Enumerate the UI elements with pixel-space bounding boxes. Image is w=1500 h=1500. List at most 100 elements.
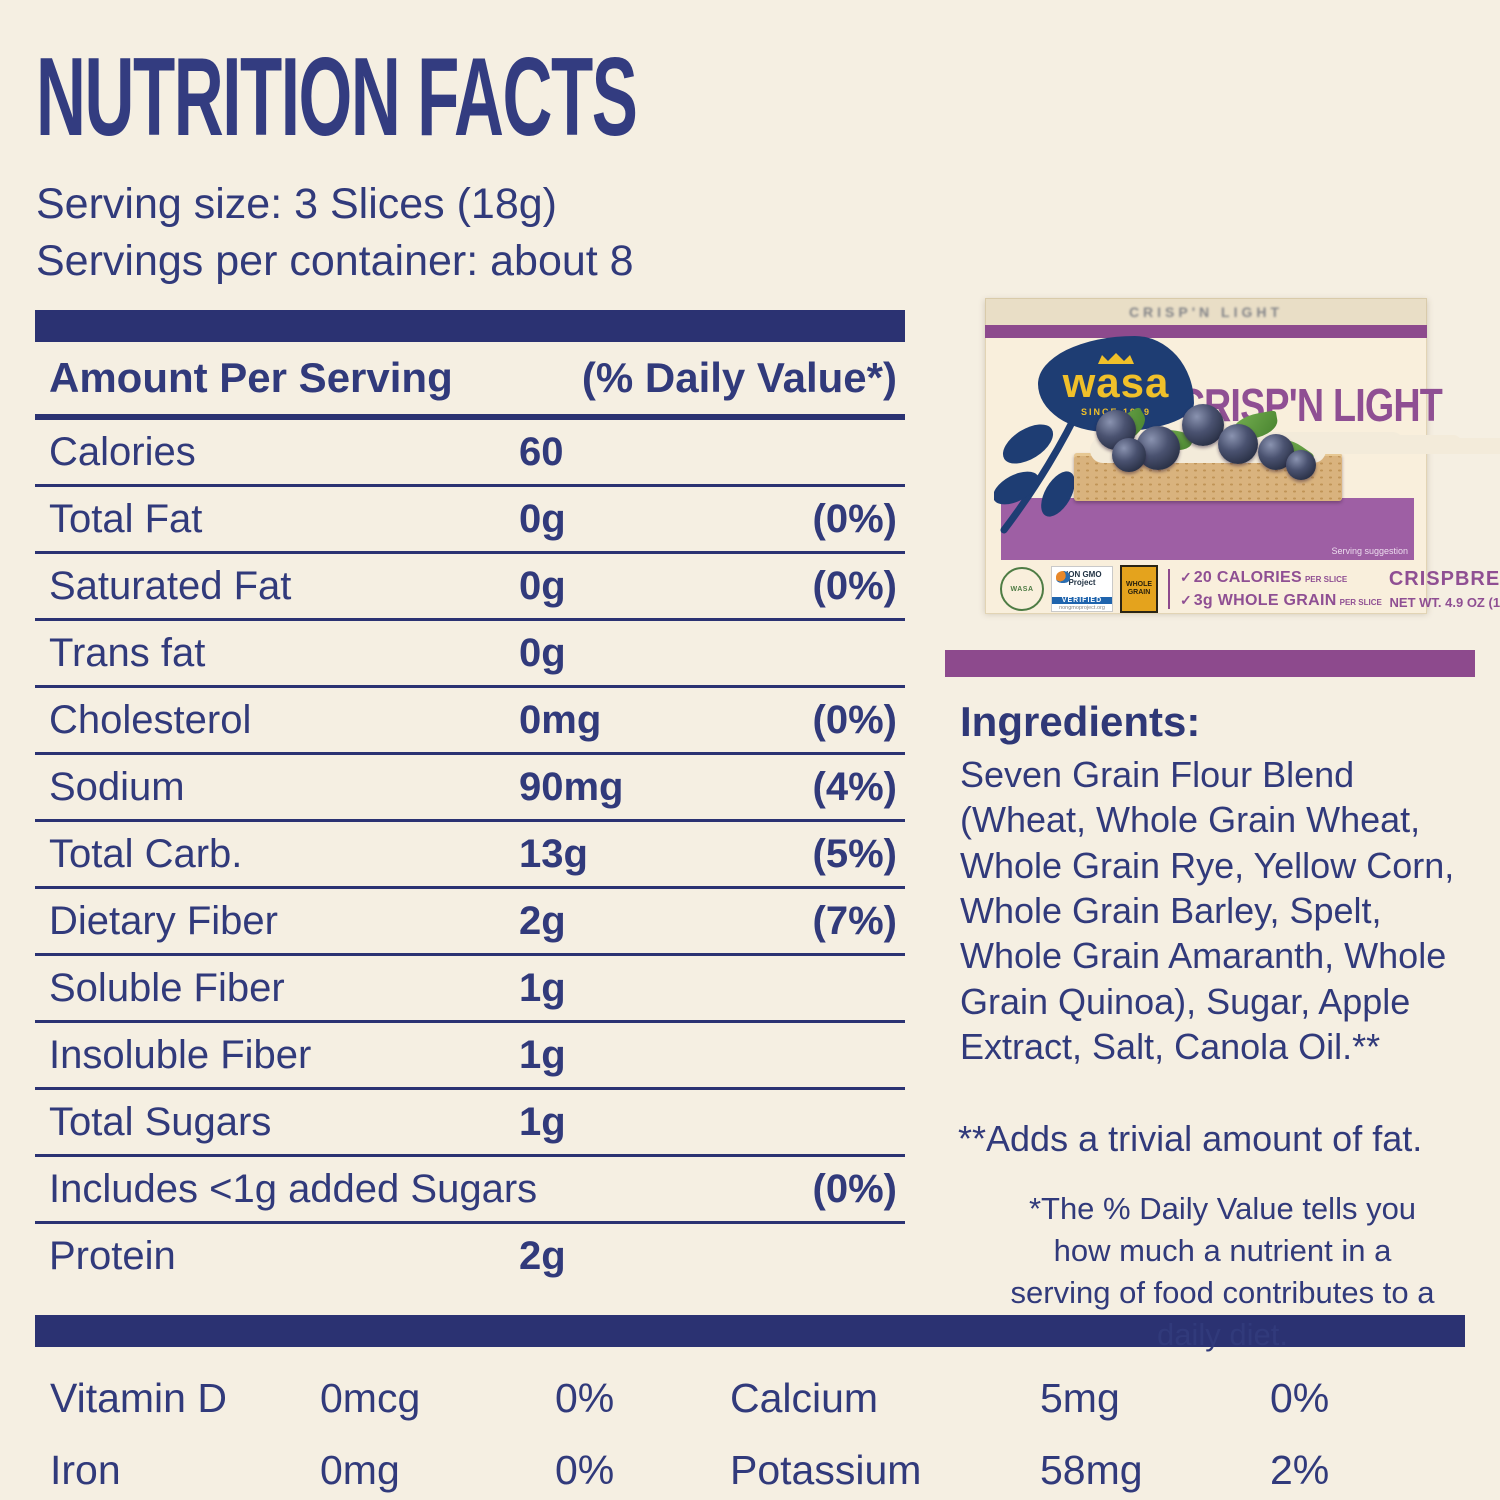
wasa-seal-label: WASA	[1010, 585, 1034, 593]
table-row-trans-fat: Trans fat 0g	[35, 621, 905, 688]
minerals-top-bar	[35, 1315, 1465, 1347]
claims-list: ✓ 20 CALORIES PER SLICE ✓ 3g WHOLE GRAIN…	[1180, 569, 1382, 610]
non-gmo-url: nongmoproject.org	[1059, 605, 1105, 611]
nutrient-value: 1g	[519, 1032, 566, 1077]
nutrient-label: Protein	[49, 1233, 176, 1278]
box-front-panel: wasa SINCE 1919 CRISP'N LIGHT 7 GRAINS S…	[985, 336, 1500, 614]
nutrient-value: 2g	[519, 898, 566, 943]
claim-whole-grain: ✓ 3g WHOLE GRAIN PER SLICE	[1180, 592, 1382, 610]
nutrient-daily-value: (0%)	[812, 496, 897, 541]
nutrient-label: Total Fat	[49, 496, 203, 541]
nutrient-daily-value: (0%)	[812, 563, 897, 608]
nutrient-label: Calories	[49, 429, 196, 474]
mineral-daily-value: 0%	[1270, 1374, 1330, 1421]
net-weight: NET WT. 4.9 OZ (140 g)	[1389, 595, 1500, 610]
blueberry	[1112, 438, 1146, 472]
product-type-block: CRISPBREAD NET WT. 4.9 OZ (140 g)	[1389, 568, 1500, 610]
badge-divider	[1168, 569, 1170, 609]
checkmark-icon: ✓	[1180, 591, 1192, 608]
table-row-total-sugars: Total Sugars 1g	[35, 1090, 905, 1157]
nutrient-label: Soluble Fiber	[49, 965, 285, 1010]
table-row-sodium: Sodium 90mg (4%)	[35, 755, 905, 822]
table-row-soluble-fiber: Soluble Fiber 1g	[35, 956, 905, 1023]
nutrient-label: Trans fat	[49, 630, 206, 675]
nutrient-value: 13g	[519, 831, 588, 876]
box-purple-strip	[985, 325, 1427, 338]
nutrient-label: Sodium	[49, 764, 185, 809]
nutrient-value: 0mg	[519, 697, 602, 742]
nutrient-value: 90mg	[519, 764, 624, 809]
nutrient-label: Cholesterol	[49, 697, 252, 742]
nutrient-label: Saturated Fat	[49, 563, 292, 608]
page-title: NUTRITION FACTS	[36, 35, 638, 160]
blueberry	[1286, 450, 1316, 480]
nutrient-value: 60	[519, 429, 564, 474]
table-row-added-sugars: Includes <1g added Sugars (0%)	[35, 1157, 905, 1224]
mineral-value: 58mg	[1040, 1446, 1143, 1493]
serving-size-line: Serving size: 3 Slices (18g)	[36, 180, 557, 228]
nutrient-value: 0g	[519, 496, 566, 541]
claim-text: 20 CALORIES	[1193, 568, 1302, 586]
mineral-value: 0mg	[320, 1446, 400, 1493]
nutrient-value: 1g	[519, 1099, 566, 1144]
table-row-total-carb: Total Carb. 13g (5%)	[35, 822, 905, 889]
table-row-dietary-fiber: Dietary Fiber 2g (7%)	[35, 889, 905, 956]
wasa-seal-badge: WASA	[1000, 567, 1044, 611]
product-box-image: CRISP'N LIGHT wasa SINCE 1919 CRISP'N LI…	[985, 298, 1500, 614]
mineral-label: Iron	[50, 1446, 121, 1493]
mineral-row: Iron 0mg 0% Potassium 58mg 2%	[50, 1438, 1470, 1500]
mineral-daily-value: 0%	[555, 1374, 615, 1421]
crown-icon	[1098, 352, 1134, 364]
mineral-label: Calcium	[730, 1374, 879, 1421]
box-top-flap: CRISP'N LIGHT	[985, 298, 1427, 325]
table-row-calories: Calories 60	[35, 420, 905, 487]
serving-info: Serving size: 3 Slices (18g) Servings pe…	[36, 176, 634, 290]
nutrient-daily-value: (5%)	[812, 831, 897, 876]
nutrient-value: 0g	[519, 630, 566, 675]
leaf-branch-icon	[994, 398, 1086, 534]
nutrient-label: Includes <1g added Sugars	[49, 1166, 538, 1211]
table-header-row: Amount Per Serving (% Daily Value*)	[35, 342, 905, 420]
nutrient-label: Dietary Fiber	[49, 898, 278, 943]
table-top-bar	[35, 310, 905, 342]
non-gmo-badge: NON GMO Project VERIFIED nongmoproject.o…	[1051, 566, 1113, 612]
nutrient-label: Insoluble Fiber	[49, 1032, 312, 1077]
blueberry	[1182, 404, 1224, 446]
claim-text: 3g WHOLE GRAIN	[1193, 591, 1337, 609]
mineral-daily-value: 0%	[555, 1446, 615, 1493]
ingredients-heading: Ingredients:	[960, 698, 1201, 745]
daily-value-header: (% Daily Value*)	[581, 354, 897, 401]
non-gmo-verified-text: VERIFIED	[1052, 597, 1112, 604]
nutrient-daily-value: (4%)	[812, 764, 897, 809]
footnote-daily-value: *The % Daily Value tells you how much a …	[1010, 1191, 1435, 1352]
nutrient-label: Total Sugars	[49, 1099, 272, 1144]
blueberry	[1218, 424, 1258, 464]
nutrient-daily-value: (7%)	[812, 898, 897, 943]
mineral-value: 0mcg	[320, 1374, 421, 1421]
mineral-daily-value: 2%	[1270, 1446, 1330, 1493]
product-type: CRISPBREAD	[1388, 568, 1500, 590]
box-flap-text: CRISP'N LIGHT	[1128, 304, 1284, 320]
nutrient-value: 1g	[519, 965, 566, 1010]
table-row-saturated-fat: Saturated Fat 0g (0%)	[35, 554, 905, 621]
whole-grain-badge: WHOLE GRAIN	[1120, 565, 1158, 613]
ingredients-divider-bar	[945, 650, 1475, 677]
photo-band: Serving suggestion	[1001, 498, 1414, 560]
nutrient-value: 2g	[519, 1233, 566, 1278]
mineral-row: Vitamin D 0mcg 0% Calcium 5mg 0%	[50, 1366, 1470, 1430]
nutrient-label: Total Carb.	[49, 831, 243, 876]
table-row-cholesterol: Cholesterol 0mg (0%)	[35, 688, 905, 755]
non-gmo-text: NON GMO Project	[1062, 570, 1102, 588]
nutrition-facts-table: Amount Per Serving (% Daily Value*) Calo…	[35, 342, 905, 1288]
nutrient-daily-value: (0%)	[812, 697, 897, 742]
claim-qualifier: PER SLICE	[1339, 597, 1382, 607]
nutrient-value: 0g	[519, 563, 566, 608]
table-row-protein: Protein 2g	[35, 1224, 905, 1288]
badges-row: WASA NON GMO Project VERIFIED nongmoproj…	[1000, 565, 1500, 613]
claim-calories: ✓ 20 CALORIES PER SLICE	[1180, 569, 1382, 587]
whole-grain-badge-text: WHOLE GRAIN	[1125, 581, 1153, 596]
claim-qualifier: PER SLICE	[1304, 574, 1348, 584]
table-row-total-fat: Total Fat 0g (0%)	[35, 487, 905, 554]
minerals-table: Vitamin D 0mcg 0% Calcium 5mg 0% Iron 0m…	[50, 1366, 1470, 1500]
